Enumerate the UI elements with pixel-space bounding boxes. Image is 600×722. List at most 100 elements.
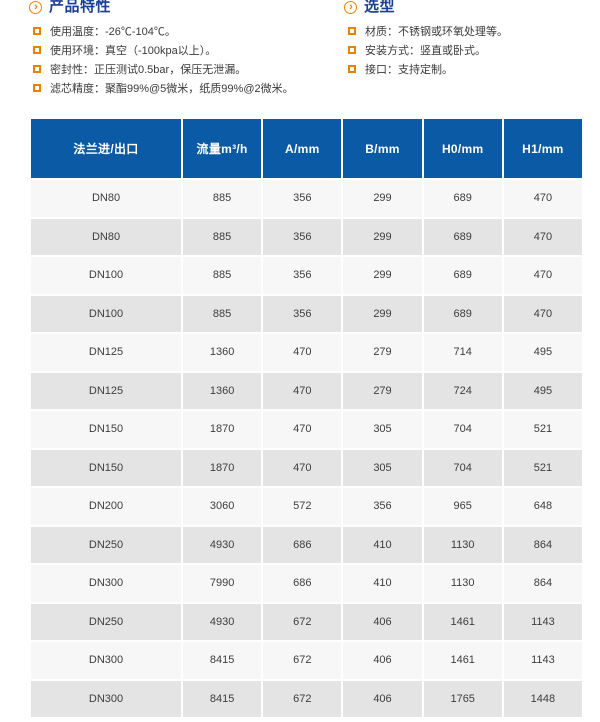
square-bullet-icon (33, 26, 41, 35)
table-cell: 686 (263, 565, 342, 602)
table-cell: 8415 (183, 680, 262, 717)
table-cell: 356 (343, 488, 422, 525)
feature-item: 接口：支持定制。 (344, 59, 584, 78)
chevron-circle-icon: › (29, 0, 42, 14)
table-cell: 3060 (183, 488, 262, 525)
column-header: 流量m³/h (183, 119, 262, 178)
table-cell: 470 (263, 372, 342, 409)
table-cell: 495 (503, 372, 582, 409)
row-label-cell: DN150 (31, 449, 181, 486)
table-cell: 470 (263, 449, 342, 486)
feature-item: 使用温度：-26℃-104℃。 (29, 21, 339, 40)
table-cell: 724 (423, 372, 502, 409)
row-label-cell: DN80 (31, 218, 181, 255)
row-label-cell: DN300 (31, 680, 181, 717)
table-cell: 470 (263, 411, 342, 448)
table-cell: 299 (343, 218, 422, 255)
features-title-row: › 产品特性 (29, 0, 339, 17)
table-cell: 279 (343, 372, 422, 409)
features-list: 使用温度：-26℃-104℃。使用环境：真空（-100kpa以上）。密封性：正压… (29, 21, 339, 98)
table-cell: 299 (343, 295, 422, 332)
table-cell: 495 (503, 334, 582, 371)
table-cell: 8415 (183, 642, 262, 679)
table-cell: 356 (263, 218, 342, 255)
square-bullet-icon (33, 45, 41, 54)
feature-item: 使用环境：真空（-100kpa以上）。 (29, 40, 339, 59)
table-cell: 1143 (503, 642, 582, 679)
table-cell: 4930 (183, 603, 262, 640)
square-bullet-icon (348, 45, 356, 54)
row-label-cell: DN150 (31, 411, 181, 448)
table-cell: 305 (343, 449, 422, 486)
table-cell: 521 (503, 411, 582, 448)
table-cell: 1143 (503, 603, 582, 640)
square-bullet-icon (348, 64, 356, 73)
table-cell: 689 (423, 257, 502, 294)
feature-text: 使用环境：真空（-100kpa以上）。 (50, 44, 217, 57)
column-header: B/mm (343, 119, 422, 178)
table-cell: 410 (343, 526, 422, 563)
square-bullet-icon (348, 26, 356, 35)
column-header: 法兰进/出口 (31, 119, 181, 178)
table-cell: 356 (263, 295, 342, 332)
feature-item: 密封性：正压测试0.5bar，保压无泄漏。 (29, 59, 339, 78)
table-cell: 689 (423, 295, 502, 332)
table-cell: 356 (263, 180, 342, 217)
row-label-cell: DN200 (31, 488, 181, 525)
table-cell: 648 (503, 488, 582, 525)
table-cell: 406 (343, 603, 422, 640)
table-cell: 672 (263, 680, 342, 717)
square-bullet-icon (33, 64, 41, 73)
table-cell: 7990 (183, 565, 262, 602)
table-cell: 686 (263, 526, 342, 563)
table-cell: 1360 (183, 334, 262, 371)
feature-text: 材质：不锈钢或环氧处理等。 (365, 25, 508, 38)
table-cell: 864 (503, 565, 582, 602)
product-features-section: › 产品特性 使用温度：-26℃-104℃。使用环境：真空（-100kpa以上）… (29, 0, 339, 98)
feature-text: 接口：支持定制。 (365, 63, 453, 76)
table-cell: 356 (263, 257, 342, 294)
table-cell: 406 (343, 642, 422, 679)
table-cell: 305 (343, 411, 422, 448)
row-label-cell: DN125 (31, 334, 181, 371)
feature-item: 滤芯精度：聚酯99%@5微米，纸质99%@2微米。 (29, 79, 339, 98)
row-label-cell: DN300 (31, 642, 181, 679)
row-label-cell: DN300 (31, 565, 181, 602)
column-header: H1/mm (503, 119, 582, 178)
feature-text: 使用温度：-26℃-104℃。 (50, 25, 176, 38)
row-label-cell: DN250 (31, 603, 181, 640)
table-cell: 1870 (183, 449, 262, 486)
table-cell: 4930 (183, 526, 262, 563)
selection-section: › 选型 材质：不锈钢或环氧处理等。安装方式：竖直或卧式。接口：支持定制。 (344, 0, 584, 79)
row-label-cell: DN100 (31, 295, 181, 332)
table-cell: 1448 (503, 680, 582, 717)
row-label-cell: DN250 (31, 526, 181, 563)
feature-item: 安装方式：竖直或卧式。 (344, 40, 584, 59)
selection-list: 材质：不锈钢或环氧处理等。安装方式：竖直或卧式。接口：支持定制。 (344, 21, 584, 79)
table-cell: 885 (183, 180, 262, 217)
table-cell: 406 (343, 680, 422, 717)
table-cell: 1765 (423, 680, 502, 717)
table-cell: 572 (263, 488, 342, 525)
table-cell: 885 (183, 257, 262, 294)
row-label-cell: DN100 (31, 257, 181, 294)
table-cell: 470 (503, 295, 582, 332)
table-cell: 689 (423, 180, 502, 217)
column-header: A/mm (263, 119, 342, 178)
table-cell: 714 (423, 334, 502, 371)
selection-title-row: › 选型 (344, 0, 584, 17)
table-cell: 864 (503, 526, 582, 563)
table-cell: 470 (503, 257, 582, 294)
table-cell: 279 (343, 334, 422, 371)
feature-text: 密封性：正压测试0.5bar，保压无泄漏。 (50, 63, 247, 76)
table-cell: 299 (343, 257, 422, 294)
feature-item: 材质：不锈钢或环氧处理等。 (344, 21, 584, 40)
table-cell: 521 (503, 449, 582, 486)
table-cell: 299 (343, 180, 422, 217)
features-title: 产品特性 (49, 0, 112, 15)
square-bullet-icon (33, 84, 41, 93)
table-cell: 1130 (423, 565, 502, 602)
table-cell: 965 (423, 488, 502, 525)
table-cell: 885 (183, 218, 262, 255)
